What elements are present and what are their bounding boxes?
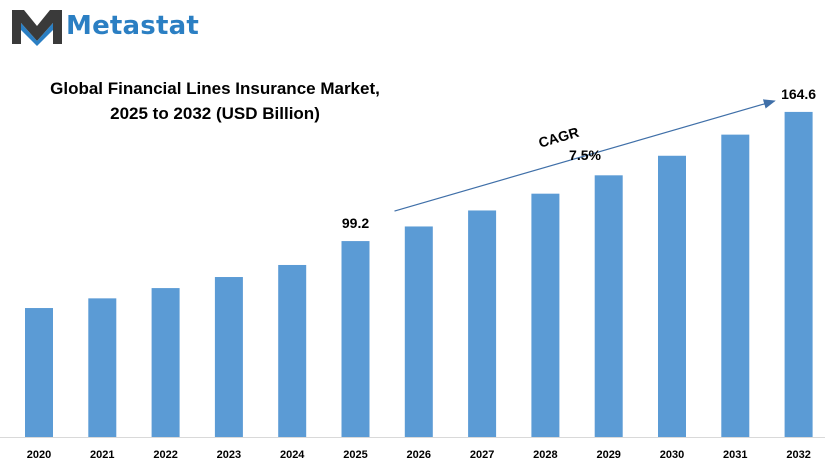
bar-2026 <box>404 226 433 437</box>
bar-2028 <box>531 193 560 437</box>
x-tick-label-2029: 2029 <box>596 449 620 461</box>
bar-2029 <box>594 175 623 437</box>
cagr-trend-arrow <box>394 99 776 212</box>
bar-2025 <box>341 241 370 437</box>
x-tick-label-2025: 2025 <box>343 449 367 461</box>
chart-title: Global Financial Lines Insurance Market,… <box>20 76 410 126</box>
x-tick-label-2026: 2026 <box>407 449 431 461</box>
x-tick-label-2028: 2028 <box>533 449 557 461</box>
bar-2030 <box>658 155 686 437</box>
chart-title-line-1: Global Financial Lines Insurance Market, <box>50 79 380 98</box>
x-tick-label-2031: 2031 <box>723 449 747 461</box>
bar-2027 <box>468 210 497 437</box>
x-tick-label-2027: 2027 <box>470 449 494 461</box>
bar-2031 <box>721 134 750 437</box>
bar-2032 <box>784 111 813 437</box>
x-tick-label-2032: 2032 <box>786 449 810 461</box>
x-tick-label-2023: 2023 <box>217 449 241 461</box>
bar-2021 <box>88 298 117 437</box>
x-tick-label-2024: 2024 <box>280 449 305 461</box>
x-tick-label-2022: 2022 <box>153 449 177 461</box>
x-tick-label-2030: 2030 <box>660 449 684 461</box>
chart-title-line-2: 2025 to 2032 (USD Billion) <box>110 104 320 123</box>
bar-2023 <box>214 277 243 437</box>
bar-2024 <box>278 264 307 437</box>
data-label-2032: 164.6 <box>781 86 816 102</box>
cagr-value: 7.5% <box>569 147 601 163</box>
bar-2020 <box>25 308 53 437</box>
bar-2022 <box>151 288 180 437</box>
x-tick-label-2020: 2020 <box>27 449 51 461</box>
data-label-2025: 99.2 <box>342 215 369 231</box>
brand-logo: Metastat <box>10 6 199 46</box>
x-tick-label-2021: 2021 <box>90 449 114 461</box>
metastat-logo-icon <box>12 10 62 46</box>
brand-name: Metastat <box>66 11 199 41</box>
